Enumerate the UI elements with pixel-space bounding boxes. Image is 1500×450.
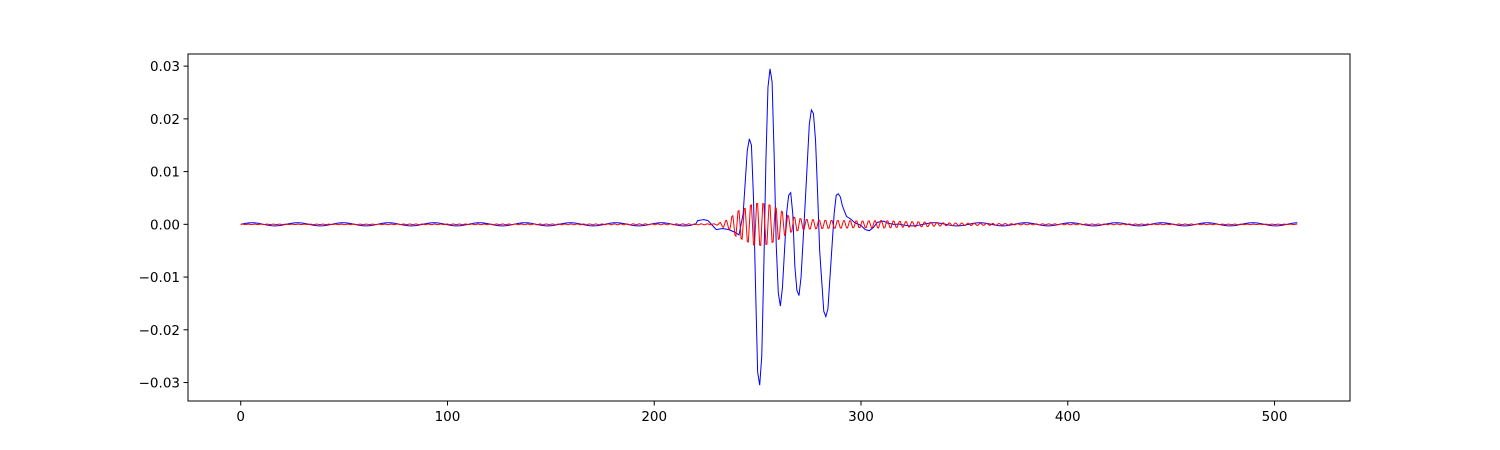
series-line-blue	[240, 68, 1298, 386]
series-layer	[240, 68, 1298, 386]
x-axis: 0 100 200 300 400 500	[236, 401, 1287, 425]
y-tick-label: −0.02	[139, 323, 180, 339]
x-tick-label: 400	[1055, 409, 1081, 425]
y-tick-label: 0.00	[150, 217, 180, 233]
x-tick-label: 200	[641, 409, 667, 425]
x-tick-label: 300	[848, 409, 874, 425]
x-tick-label: 0	[236, 409, 245, 425]
plot-frame	[187, 53, 1351, 402]
series-line-red	[240, 202, 1298, 246]
x-tick-label: 100	[435, 409, 461, 425]
y-tick-label: 0.01	[150, 165, 180, 181]
y-axis: −0.03 −0.02 −0.01 0.00 0.01 0.02 0.03	[139, 59, 188, 392]
x-tick-label: 500	[1262, 409, 1288, 425]
y-tick-label: −0.03	[139, 376, 180, 392]
y-tick-label: 0.03	[150, 59, 180, 75]
y-tick-label: −0.01	[139, 270, 180, 286]
y-tick-label: 0.02	[150, 112, 180, 128]
